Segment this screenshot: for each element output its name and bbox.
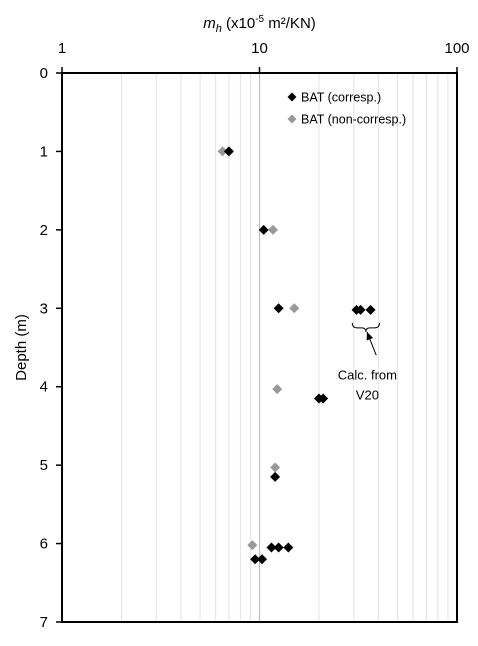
legend-label: BAT (corresp.) [301,91,381,105]
data-point [266,542,277,553]
y-axis-ticks: 0 1 2 3 4 5 6 7 [40,65,62,631]
data-point [365,304,376,315]
annotation-text: V20 [356,387,379,402]
legend-marker [287,114,297,124]
x-axis-title: mh (x10-5 m²/KN) [203,14,316,35]
data-point [267,224,278,235]
data-point [270,471,281,482]
x-axis-title-var: m [203,15,216,32]
x-axis-title-exp: -5 [255,14,264,25]
data-point [318,393,329,404]
data-series [217,146,376,565]
x-axis-title-suffix: m²/KN) [264,15,316,32]
x-tick-label: 100 [444,40,469,57]
data-point [250,554,261,565]
y-tick-label: 1 [40,143,48,160]
y-tick-label: 5 [40,457,48,474]
x-axis-title-sub: h [216,23,222,35]
legend-label: BAT (non-corresp.) [301,113,406,127]
data-point [223,146,234,157]
y-tick-label: 7 [40,614,48,631]
grid [120,73,449,622]
data-point [272,384,283,395]
data-point [217,146,228,157]
data-point [247,540,258,551]
data-point [283,542,294,553]
y-tick-label: 3 [40,300,48,317]
legend: BAT (corresp.) BAT (non-corresp.) [287,91,406,127]
y-tick-label: 0 [40,65,48,82]
annotation: Calc. from V20 [338,322,397,402]
data-point [273,303,284,314]
x-axis-ticks: 1 10 100 [58,40,470,73]
data-point [289,303,300,314]
y-tick-label: 4 [40,379,48,396]
legend-marker [287,92,297,102]
series-bat-non-corresp- [217,146,300,551]
data-point [273,542,284,553]
annotation-bracket [351,322,380,332]
x-tick-label: 1 [58,40,66,57]
y-tick-label: 6 [40,536,48,553]
data-point [270,462,281,473]
y-tick-label: 2 [40,222,48,239]
x-tick-label: 10 [251,40,268,57]
y-axis-title: Depth (m) [13,314,30,381]
x-axis-title-prefix: (x10 [222,15,255,32]
data-point [355,304,366,315]
data-point [258,224,269,235]
annotation-text: Calc. from [338,367,397,382]
series-bat-corresp- [223,146,376,565]
annotation-arrow-head [366,331,374,341]
data-point [257,554,268,565]
